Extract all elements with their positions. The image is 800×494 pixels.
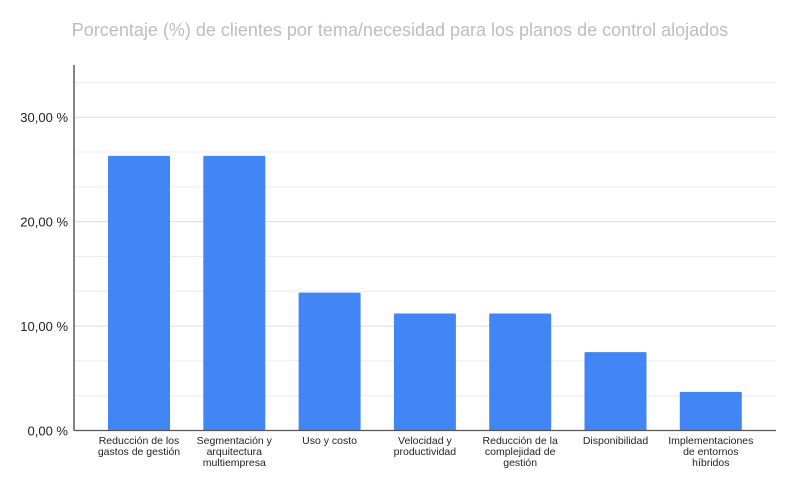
y-tick-label: 10,00 % — [20, 319, 68, 334]
x-tick-label: Implementaciones de entornos híbridos — [668, 435, 754, 469]
bar — [679, 391, 742, 431]
bar — [584, 352, 647, 431]
x-tick-label: Velocidad y productividad — [393, 435, 457, 458]
bar — [489, 313, 552, 431]
bar — [393, 313, 456, 431]
bar — [298, 292, 361, 431]
x-tick-label: Disponibilidad — [582, 435, 649, 447]
x-tick-label: Reducción de la complejidad de gestión — [482, 435, 558, 469]
y-tick-label: 0,00 % — [28, 424, 69, 439]
y-tick-label: 20,00 % — [20, 215, 68, 230]
x-tick-label: Segmentación y arquitectura multiempresa — [196, 435, 272, 469]
bar — [108, 155, 170, 431]
x-tick-label: Reducción de los gastos de gestión — [97, 435, 181, 458]
chart-title: Porcentaje (%) de clientes por tema/nece… — [71, 20, 729, 40]
bar — [203, 155, 266, 431]
y-tick-label: 30,00 % — [20, 110, 68, 125]
x-tick-label: Uso y costo — [302, 435, 358, 447]
